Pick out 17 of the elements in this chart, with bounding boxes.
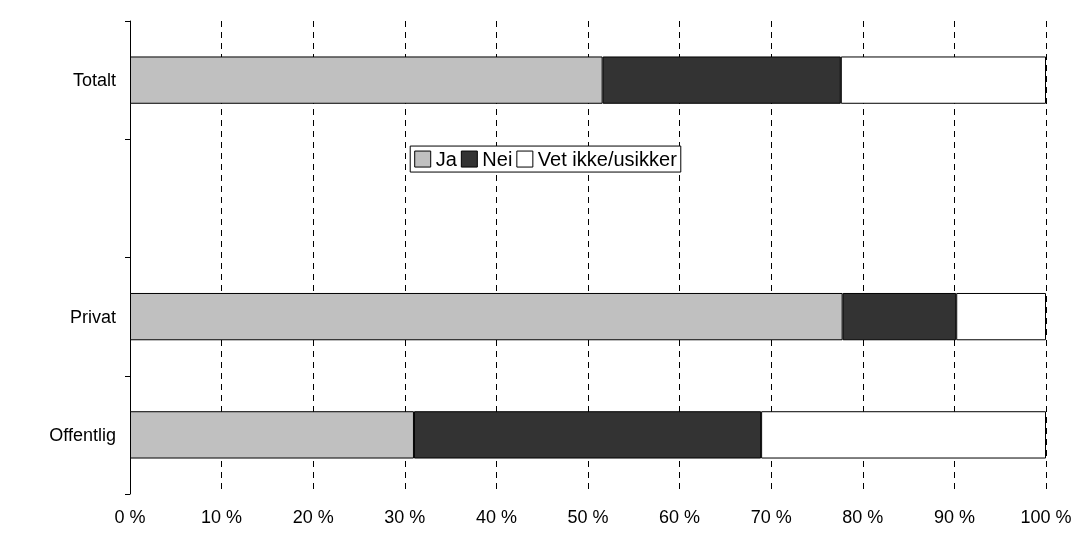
x-tick-label: 10 % xyxy=(201,507,243,527)
legend-label: Ja xyxy=(435,148,458,171)
x-tick-label: 50 % xyxy=(567,507,609,527)
y-tick-label: Privat xyxy=(69,306,116,327)
x-tick-label: 60 % xyxy=(659,507,701,527)
y-tick-label: Totalt xyxy=(72,70,116,91)
x-tick-label: 100 % xyxy=(1020,507,1072,527)
legend-label: Nei xyxy=(482,148,513,171)
x-tick-label: 70 % xyxy=(750,507,792,527)
x-tick-label: 20 % xyxy=(292,507,334,527)
x-tick-label: 90 % xyxy=(933,507,975,527)
legend-label: Vet ikke/usikker xyxy=(537,148,678,171)
x-tick-label: 40 % xyxy=(475,507,517,527)
y-tick-label: Offentlig xyxy=(49,424,116,445)
x-tick-label: 30 % xyxy=(384,507,426,527)
x-tick-label: 0 % xyxy=(114,507,146,527)
x-tick-label: 80 % xyxy=(842,507,884,527)
